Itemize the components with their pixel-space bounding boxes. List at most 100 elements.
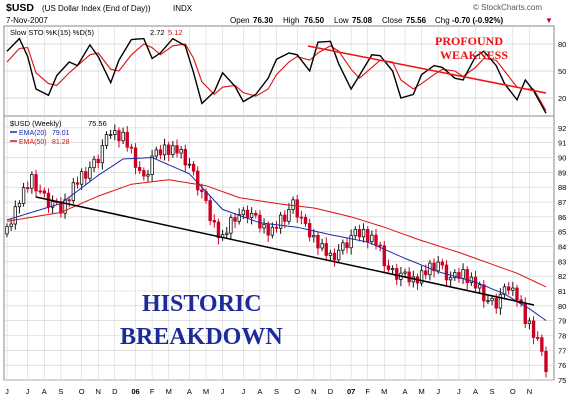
ema20-line	[6, 156, 547, 321]
x-tick-label: M	[381, 387, 387, 396]
price-candle-body	[96, 158, 100, 164]
price-candle-body	[225, 232, 229, 236]
chg-label: Chg	[435, 16, 450, 25]
price-candle-body	[511, 287, 515, 291]
price-candle-body	[353, 229, 357, 237]
price-candle-body	[113, 130, 117, 135]
price-candle-body	[424, 270, 428, 276]
price-candle-body	[13, 206, 17, 225]
price-candle-body	[245, 209, 250, 218]
ema20-legend-name: EMA(20)	[19, 130, 47, 137]
price-candle-body	[291, 199, 295, 210]
price-candle-body	[34, 174, 38, 192]
price-candle-body	[374, 234, 378, 246]
x-tick-label: A	[257, 387, 262, 396]
price-candle-body	[328, 252, 333, 256]
price-y-tick-label: 78	[558, 332, 566, 341]
price-y-tick-label: 92	[558, 124, 566, 133]
price-candle-body	[324, 243, 328, 256]
price-candle-body	[200, 189, 204, 193]
stochastic-legend: Slow STO %K(15) %D(5) 2.72 5.12	[10, 28, 183, 37]
price-y-axis: 75 76 77 78 79 80 81 82 83 84 85 86 87 88 89 90 91 92	[558, 124, 566, 385]
price-candle-body	[278, 214, 283, 229]
price-candle-body	[469, 276, 474, 284]
x-axis: J J A S O N D 06 F M A M J J A S O N D 07 F M A M J J A S O N	[5, 387, 532, 396]
price-y-tick-label: 83	[558, 257, 566, 266]
price-y-tick-label: 79	[558, 317, 566, 326]
price-y-tick-label: 80	[558, 302, 566, 311]
price-candle-body	[108, 134, 113, 136]
price-y-tick-label: 87	[558, 198, 566, 207]
price-candle-body	[440, 261, 445, 266]
price-y-tick-label: 77	[558, 346, 566, 355]
upper-resistance-trendline	[307, 45, 547, 94]
price-candle-body	[395, 268, 399, 280]
price-candle-body	[270, 226, 275, 236]
price-candle-body	[42, 190, 47, 194]
ema-lines	[6, 156, 547, 321]
price-candle-body	[38, 190, 42, 193]
stochastic-y-tick-label: 50	[558, 67, 566, 76]
watermark: © StockCharts.com	[473, 3, 542, 12]
price-y-tick-label: 86	[558, 213, 566, 222]
price-candle-body	[262, 224, 266, 229]
stochastic-y-tick-label: 20	[558, 94, 566, 103]
price-candle-body	[241, 209, 246, 216]
price-y-tick-label: 75	[558, 376, 566, 385]
price-candle-body	[79, 171, 84, 185]
symbol-label: $USD	[6, 2, 34, 14]
price-candle-body	[316, 234, 320, 249]
price-candle-body	[133, 147, 138, 168]
x-tick-label: J	[221, 387, 225, 396]
exchange-label: INDX	[173, 4, 193, 13]
x-tick-label: A	[473, 387, 478, 396]
stochastic-lines	[6, 37, 547, 114]
price-candle-body	[117, 130, 121, 142]
price-candle-body	[370, 234, 374, 242]
price-candle-body	[515, 287, 519, 301]
symbol-description: (US Dollar Index (End of Day))	[42, 4, 151, 13]
price-candle-body	[142, 170, 146, 177]
price-candle-body	[179, 148, 183, 154]
price-y-tick-label: 91	[558, 139, 566, 148]
price-candle-body	[150, 155, 154, 175]
profound-label-line1: PROFOUND	[435, 34, 503, 48]
price-candle-body	[67, 199, 71, 202]
stochastic-grid	[4, 26, 554, 116]
x-tick-label: O	[294, 387, 300, 396]
price-candle-body	[266, 224, 270, 236]
price-candle-body	[88, 167, 92, 179]
price-candle-body	[237, 214, 241, 222]
profound-label-line2: WEAKNESS	[440, 48, 508, 62]
x-tick-label: J	[436, 387, 440, 396]
price-y-tick-label: 81	[558, 287, 566, 296]
x-tick-label: N	[527, 387, 532, 396]
price-candle-body	[386, 265, 391, 270]
x-tick-label: S	[274, 387, 279, 396]
price-candle-body	[341, 242, 345, 251]
price-candle-body	[21, 187, 26, 204]
price-candle-body	[337, 249, 341, 261]
down-arrow-icon: ▼	[545, 16, 553, 25]
x-tick-label: 06	[131, 387, 139, 396]
price-y-tick-label: 89	[558, 168, 566, 177]
x-tick-label: A	[403, 387, 408, 396]
price-candle-body	[453, 272, 457, 279]
price-candle-body	[448, 277, 453, 281]
x-tick-label: A	[187, 387, 192, 396]
price-candle-body	[349, 235, 353, 249]
x-tick-label: M	[203, 387, 209, 396]
price-candle-body	[9, 223, 13, 227]
price-candle-body	[50, 201, 55, 208]
stochastic-k-line	[6, 37, 547, 114]
price-title: $USD (Weekly)	[10, 119, 62, 128]
price-candle-body	[212, 220, 216, 223]
price-candle-body	[146, 174, 150, 177]
price-candle-body	[465, 269, 469, 284]
historic-label-line1: HISTORIC	[142, 291, 262, 317]
price-candle-body	[75, 182, 80, 185]
price-y-tick-label: 90	[558, 154, 566, 163]
price-candle-body	[137, 167, 142, 172]
